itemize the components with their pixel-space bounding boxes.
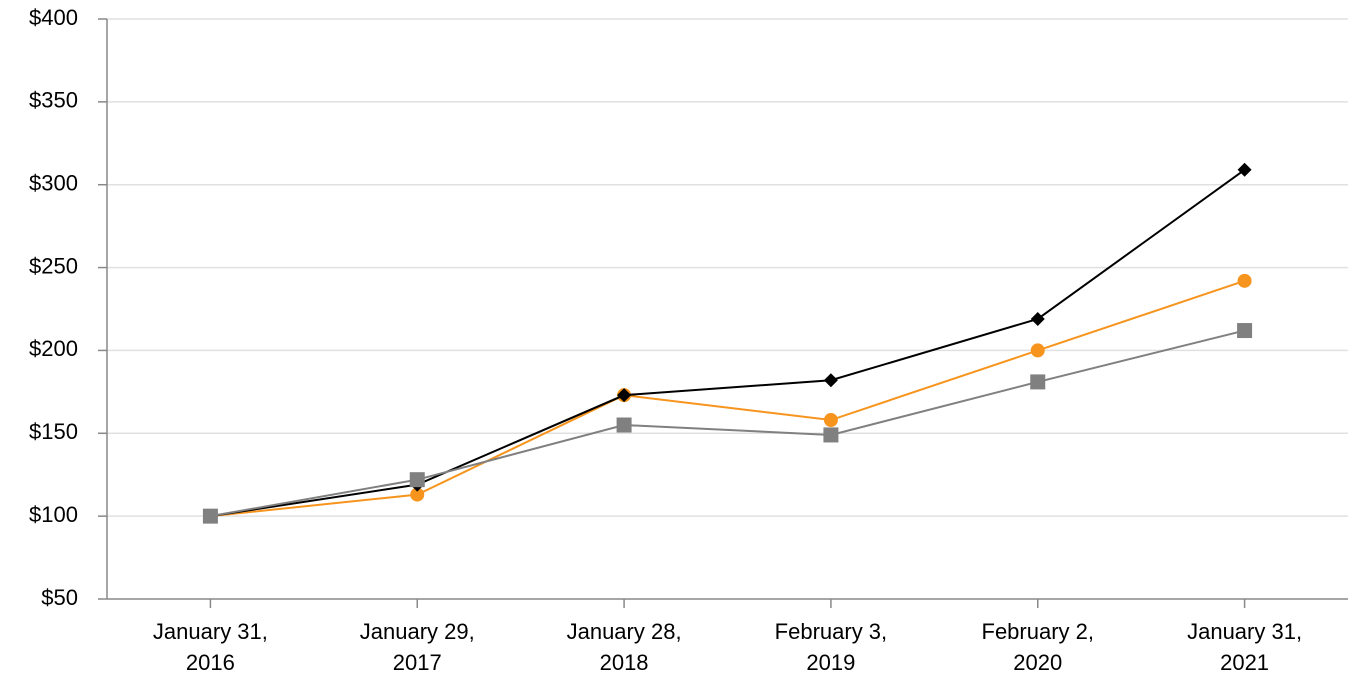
series-line bbox=[210, 168, 1246, 518]
y-tick-label: $50 bbox=[41, 585, 78, 610]
x-tick-label: January 28, 2018 bbox=[566, 619, 682, 675]
point bbox=[1237, 273, 1252, 288]
x-tick-label: January 29, 2017 bbox=[359, 619, 475, 675]
series-line bbox=[210, 279, 1245, 518]
y-tick-label: $250 bbox=[29, 253, 78, 278]
point bbox=[823, 373, 838, 388]
series-line bbox=[210, 329, 1245, 518]
y-tick-label: $350 bbox=[29, 88, 78, 113]
point bbox=[823, 427, 839, 443]
point bbox=[1237, 323, 1253, 339]
point bbox=[410, 487, 425, 502]
point bbox=[202, 508, 218, 524]
point bbox=[616, 417, 632, 433]
x-tick-label: February 2, 2020 bbox=[981, 619, 1095, 675]
x-tick-label: January 31, 2016 bbox=[152, 619, 268, 675]
y-tick-label: $200 bbox=[29, 336, 78, 361]
point bbox=[1030, 374, 1046, 390]
x-tick-label: January 31, 2021 bbox=[1187, 619, 1303, 675]
x-tick-label: February 3, 2019 bbox=[774, 619, 888, 675]
point bbox=[1030, 311, 1045, 326]
point bbox=[409, 472, 425, 488]
point bbox=[1030, 343, 1045, 358]
y-tick-label: $400 bbox=[29, 5, 78, 30]
y-tick-label: $300 bbox=[29, 171, 78, 196]
y-tick-label: $150 bbox=[29, 419, 78, 444]
point bbox=[1237, 162, 1252, 177]
point bbox=[617, 388, 632, 403]
point bbox=[823, 413, 838, 428]
y-tick-label: $100 bbox=[29, 502, 78, 527]
